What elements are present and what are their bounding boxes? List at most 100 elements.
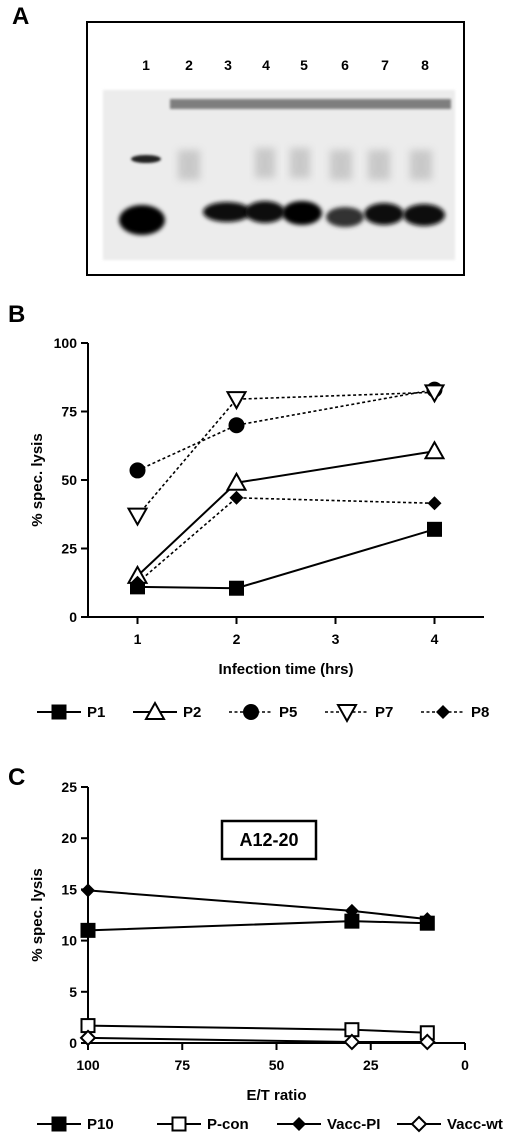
b-legend-label: P2 [183, 704, 201, 721]
gel-main-bands [203, 201, 445, 227]
b-x-tick-label: 2 [233, 631, 241, 647]
gel-lane-label: 8 [421, 57, 429, 73]
gel-faint-smears [178, 148, 432, 180]
b-x-tick-label: 4 [431, 631, 439, 647]
c-legend-label: P-con [207, 1116, 249, 1133]
b-legend-label: P8 [471, 704, 489, 721]
gel-lane-label: 7 [381, 57, 389, 73]
c-boxed-label: A12-20 [239, 830, 298, 850]
b-y-tick-label: 75 [61, 404, 77, 420]
b-y-axis-title: % spec. lysis [29, 433, 46, 526]
b-legend-marker [436, 705, 450, 719]
c-y-tick-label: 25 [61, 779, 77, 795]
b-x-tick-label: 3 [332, 631, 340, 647]
gel-lane-label: 5 [300, 57, 308, 73]
c-boxed-label-frame [220, 819, 318, 861]
b-x-axis-title: Infection time (hrs) [218, 661, 353, 678]
b-point-p5 [129, 462, 146, 479]
b-y-tick-label: 25 [61, 541, 77, 557]
gel-smear [290, 148, 310, 178]
gel-panel: 1 2 3 4 5 6 7 8 [86, 21, 465, 276]
b-point-p1 [229, 580, 244, 596]
c-series-line-vacc-wt [87, 1036, 428, 1043]
c-x-tick-label: 50 [269, 1057, 285, 1073]
gel-band-lane3 [203, 202, 251, 222]
b-point-p7 [126, 507, 149, 527]
c-legend-label: Vacc-wt [447, 1116, 503, 1133]
gel-band-lane5 [282, 201, 322, 225]
gel-smear [410, 150, 432, 180]
gel-smear [255, 148, 275, 178]
c-series-line-p-con [87, 1024, 428, 1034]
c-point-p10 [80, 922, 96, 938]
c-point-vacc-wt [79, 1029, 97, 1047]
c-point-p10 [344, 913, 360, 929]
b-x-tick-label: 1 [134, 631, 142, 647]
chart-b: 0 25 50 75 100 1 2 3 4 Infection time (hrs) % spec… [29, 335, 489, 724]
b-y-tick-label: 50 [61, 472, 77, 488]
c-point-vacc-wt [418, 1033, 436, 1051]
c-point-vacc-pi [81, 883, 95, 898]
c-y-tick-label: 5 [69, 984, 77, 1000]
c-point-vacc-pi [344, 903, 359, 918]
b-legend-marker [51, 704, 67, 720]
b-y-tick-label: 100 [54, 335, 78, 351]
chart-c: 0 5 10 15 20 25 100 75 50 25 0 E/T ratio % spec. lys… [29, 779, 503, 1133]
gel-lane-label: 6 [341, 57, 349, 73]
gel-band-upper [170, 99, 451, 109]
b-point-p5 [228, 417, 245, 434]
c-legend-marker [51, 1116, 67, 1132]
b-series-line-p1 [137, 528, 435, 590]
b-point-p8 [130, 575, 145, 590]
gel-smear [330, 150, 352, 180]
panel-c-letter: C [8, 764, 25, 791]
panel-a-letter: A [12, 3, 29, 30]
b-point-p1 [427, 521, 442, 537]
b-y-tick-label: 0 [69, 609, 77, 625]
c-legend-marker [410, 1115, 428, 1133]
b-series-line-p5 [137, 388, 435, 472]
gel-band-lane4 [245, 201, 285, 223]
gel-upper-bands [170, 99, 451, 109]
c-legend-label: Vacc-PI [327, 1116, 380, 1133]
b-legend-marker [336, 704, 358, 724]
c-series-line-p10 [87, 920, 428, 932]
gel-lane-label: 1 [142, 57, 150, 73]
c-point-vacc-wt [343, 1033, 361, 1051]
b-legend-label: P1 [87, 704, 105, 721]
c-y-tick-label: 0 [69, 1035, 77, 1051]
b-series-line-p8 [136, 497, 435, 584]
c-legend-marker [171, 1116, 187, 1132]
c-boxed-label-group: A12-20 [220, 819, 318, 861]
b-point-p7 [225, 391, 248, 411]
gel-lane-labels: 1 2 3 4 5 6 7 8 [142, 57, 429, 73]
gel-band-lane6 [326, 207, 364, 227]
b-legend-label: P7 [375, 704, 393, 721]
b-series-line-p2 [136, 450, 435, 577]
c-x-tick-label: 75 [174, 1057, 190, 1073]
c-x-tick-label: 0 [461, 1057, 469, 1073]
gel-smear [178, 150, 200, 180]
c-point-vacc-pi [420, 912, 435, 927]
b-point-p8 [229, 490, 244, 505]
gel-band-lane7 [364, 203, 404, 225]
b-point-p7 [423, 384, 446, 404]
gel-band-lane1-mid [131, 155, 161, 163]
c-series-line-vacc-pi [87, 889, 428, 921]
c-legend-marker [292, 1117, 306, 1131]
panel-b-letter: B [8, 301, 25, 328]
b-series-line-p7 [136, 391, 435, 517]
gel-band-lane8 [403, 204, 445, 226]
b-legend-label: P5 [279, 704, 297, 721]
c-x-tick-label: 100 [76, 1057, 100, 1073]
b-legend-marker [144, 700, 166, 720]
b-legend-marker [243, 704, 259, 720]
gel-band-lane1-main [119, 205, 165, 235]
c-x-axis-title: E/T ratio [246, 1087, 306, 1104]
gel-background [103, 90, 455, 260]
gel-smear [368, 150, 390, 180]
c-y-axis-title: % spec. lysis [29, 868, 46, 961]
c-y-tick-label: 20 [61, 830, 77, 846]
gel-lane-label: 4 [262, 57, 270, 73]
